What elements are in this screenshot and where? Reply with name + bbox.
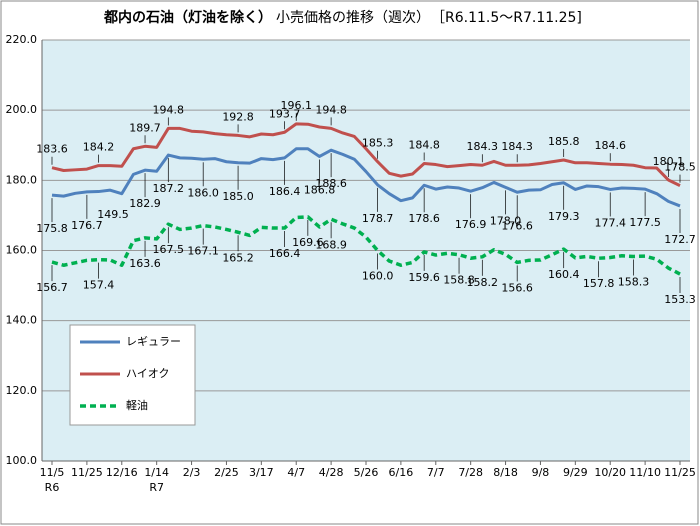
legend-label: レギュラー xyxy=(126,335,181,348)
data-label: 158.8 xyxy=(443,274,475,287)
data-label: 184.3 xyxy=(467,140,499,153)
data-label: 172.7 xyxy=(664,233,696,246)
data-label: 184.3 xyxy=(501,140,533,153)
data-label: 176.6 xyxy=(501,219,533,232)
annotation: 149.5 xyxy=(97,208,129,221)
y-tick-label: 100.0 xyxy=(6,454,38,467)
title-row: 都内の石油（灯油を除く） 小売価格の推移（週次） ［R6.11.5～R7.11.25… xyxy=(103,9,582,26)
y-tick-label: 220.0 xyxy=(6,33,38,46)
x-tick-label: 11/25 xyxy=(71,466,103,479)
x-tick-label: 12/16 xyxy=(106,466,138,479)
x-tick-label: 4/28 xyxy=(319,466,344,479)
data-label: 186.0 xyxy=(187,186,219,199)
x-sublabel: R7 xyxy=(149,481,164,494)
data-label: 194.8 xyxy=(315,103,347,116)
data-label: 177.4 xyxy=(594,216,626,229)
data-label: 186.4 xyxy=(269,185,301,198)
data-label: 160.4 xyxy=(548,268,580,281)
data-label: 184.8 xyxy=(408,138,440,151)
data-label: 178.0 xyxy=(490,214,522,227)
data-label: 179.3 xyxy=(548,210,580,223)
data-label: 176.7 xyxy=(71,219,103,232)
series-line xyxy=(51,215,681,276)
data-label: 182.9 xyxy=(129,197,161,210)
data-label: 158.3 xyxy=(618,275,650,288)
data-label: 167.1 xyxy=(187,245,219,258)
x-sublabel: R6 xyxy=(45,481,60,494)
data-label: 160.0 xyxy=(362,270,394,283)
y-tick-label: 160.0 xyxy=(6,244,38,257)
data-label: 165.2 xyxy=(222,251,254,264)
x-tick-label: 6/16 xyxy=(389,466,414,479)
data-label: 178.5 xyxy=(664,161,696,174)
data-label: 194.8 xyxy=(153,103,185,116)
chart-period: ［R6.11.5～R7.11.25] xyxy=(438,10,582,26)
data-label: 166.4 xyxy=(269,247,301,260)
data-label: 157.8 xyxy=(583,277,615,290)
data-label: 180.1 xyxy=(653,155,685,168)
chart-subtitle: 小売価格の推移（週次） xyxy=(276,10,430,26)
data-label: 158.2 xyxy=(467,276,499,289)
x-tick-label: 1/14 xyxy=(144,466,169,479)
series-line xyxy=(51,147,681,208)
data-label: 157.4 xyxy=(83,279,115,292)
data-label: 189.7 xyxy=(129,121,161,134)
x-tick-label: 11/10 xyxy=(629,466,661,479)
data-label: 159.6 xyxy=(408,271,440,284)
data-label: 193.7 xyxy=(269,107,301,120)
data-label: 186.8 xyxy=(304,183,336,196)
data-label: 178.6 xyxy=(408,212,440,225)
data-label: 156.7 xyxy=(36,281,68,294)
data-label: 185.3 xyxy=(362,137,394,150)
x-tick-label: 11/25 xyxy=(664,466,696,479)
data-label: 184.6 xyxy=(594,139,626,152)
data-label: 178.7 xyxy=(362,212,394,225)
data-label: 192.8 xyxy=(222,110,254,123)
x-tick-label: 7/28 xyxy=(458,466,483,479)
data-label: 185.0 xyxy=(222,190,254,203)
y-tick-label: 180.0 xyxy=(6,173,38,186)
data-label: 153.3 xyxy=(664,293,696,306)
data-label: 156.6 xyxy=(501,281,533,294)
chart-title: 都内の石油（灯油を除く） xyxy=(103,9,272,26)
y-tick-label: 120.0 xyxy=(6,384,38,397)
x-tick-label: 2/25 xyxy=(214,466,239,479)
data-label: 184.2 xyxy=(83,141,115,154)
x-tick-label: 11/5 xyxy=(40,466,65,479)
x-tick-label: 8/18 xyxy=(493,466,518,479)
x-tick-label: 4/7 xyxy=(287,466,305,479)
y-tick-label: 200.0 xyxy=(6,103,38,116)
x-tick-label: 3/17 xyxy=(249,466,274,479)
x-tick-label: 2/3 xyxy=(183,466,201,479)
data-label: 167.5 xyxy=(153,243,185,256)
x-tick-label: 9/29 xyxy=(563,466,588,479)
data-label: 177.5 xyxy=(629,216,661,229)
x-tick-label: 10/20 xyxy=(594,466,626,479)
legend-label: ハイオク xyxy=(126,367,170,380)
x-tick-label: 7/7 xyxy=(427,466,445,479)
series-line xyxy=(51,122,681,187)
x-tick-label: 9/8 xyxy=(532,466,550,479)
x-tick-label: 5/26 xyxy=(354,466,379,479)
legend-label: 軽油 xyxy=(126,398,148,412)
data-label: 183.6 xyxy=(36,143,68,156)
data-label: 168.9 xyxy=(315,238,347,251)
data-label: 175.8 xyxy=(36,222,68,235)
data-label: 196.1 xyxy=(280,99,312,112)
data-label: 176.9 xyxy=(455,218,487,231)
data-label: 169.6 xyxy=(292,236,324,249)
data-label: 163.6 xyxy=(129,257,161,270)
data-label: 185.8 xyxy=(548,135,580,148)
data-label: 187.2 xyxy=(153,182,185,195)
y-tick-label: 140.0 xyxy=(6,314,38,327)
data-label: 188.6 xyxy=(315,177,347,190)
